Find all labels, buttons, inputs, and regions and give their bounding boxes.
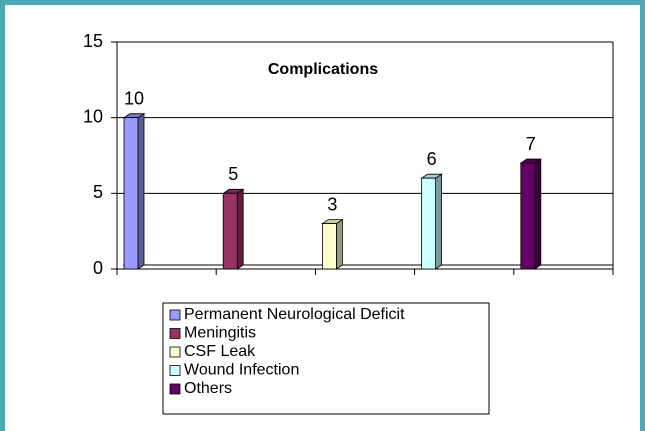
chart-title: Complications bbox=[268, 61, 378, 78]
bar-side bbox=[335, 218, 343, 270]
legend-label: Others bbox=[184, 380, 232, 397]
legend-label: CSF Leak bbox=[184, 343, 256, 360]
bar-side bbox=[534, 158, 542, 270]
plot-frame bbox=[116, 41, 614, 270]
frame-left bbox=[0, 0, 5, 431]
bar bbox=[321, 223, 337, 270]
bar bbox=[222, 192, 238, 270]
bar-side bbox=[236, 188, 244, 270]
data-label: 7 bbox=[526, 134, 536, 154]
bar bbox=[421, 177, 437, 270]
bar-side bbox=[137, 112, 145, 270]
legend-label: Permanent Neurological Deficit bbox=[184, 306, 405, 323]
legend-swatch bbox=[169, 346, 181, 358]
y-tick-label: 0 bbox=[93, 258, 103, 278]
frame-right bbox=[640, 0, 645, 431]
legend-label: Wound Infection bbox=[184, 362, 299, 379]
y-tick-label: 10 bbox=[83, 106, 103, 126]
y-tick-label: 5 bbox=[93, 182, 103, 202]
legend-box bbox=[162, 302, 490, 415]
bar bbox=[520, 162, 536, 270]
legend-swatch bbox=[169, 328, 181, 339]
data-label: 6 bbox=[427, 149, 437, 169]
bar bbox=[123, 117, 139, 270]
data-label: 3 bbox=[327, 194, 337, 214]
data-label: 10 bbox=[124, 88, 144, 108]
legend-swatch bbox=[169, 365, 181, 376]
data-label: 5 bbox=[228, 164, 238, 184]
bar-side bbox=[435, 173, 443, 270]
frame-top bbox=[0, 0, 645, 5]
legend-swatch bbox=[169, 309, 181, 321]
legend-swatch bbox=[169, 383, 181, 395]
legend-label: Meningitis bbox=[184, 325, 256, 342]
y-tick-label: 15 bbox=[83, 31, 103, 51]
